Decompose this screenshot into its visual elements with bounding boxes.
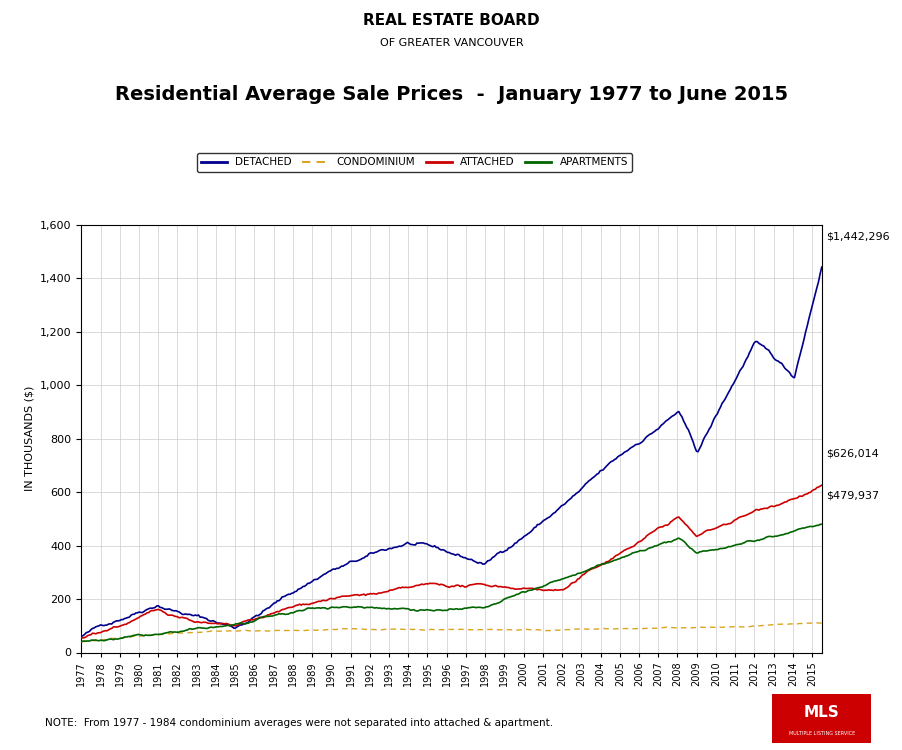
Text: $1,442,296: $1,442,296 [825,231,888,242]
Text: OF GREATER VANCOUVER: OF GREATER VANCOUVER [379,38,523,48]
Legend: DETACHED, CONDOMINIUM, ATTACHED, APARTMENTS: DETACHED, CONDOMINIUM, ATTACHED, APARTME… [197,153,631,172]
Text: NOTE:  From 1977 - 1984 condominium averages were not separated into attached & : NOTE: From 1977 - 1984 condominium avera… [45,718,553,728]
Text: $479,937: $479,937 [825,490,879,500]
Text: REAL ESTATE BOARD: REAL ESTATE BOARD [363,13,539,28]
Y-axis label: IN THOUSANDS ($): IN THOUSANDS ($) [24,386,34,491]
Text: MULTIPLE LISTING SERVICE: MULTIPLE LISTING SERVICE [787,731,854,736]
Text: Residential Average Sale Prices  -  January 1977 to June 2015: Residential Average Sale Prices - Januar… [115,85,787,104]
Text: $626,014: $626,014 [825,448,878,459]
Text: MLS: MLS [803,705,839,720]
